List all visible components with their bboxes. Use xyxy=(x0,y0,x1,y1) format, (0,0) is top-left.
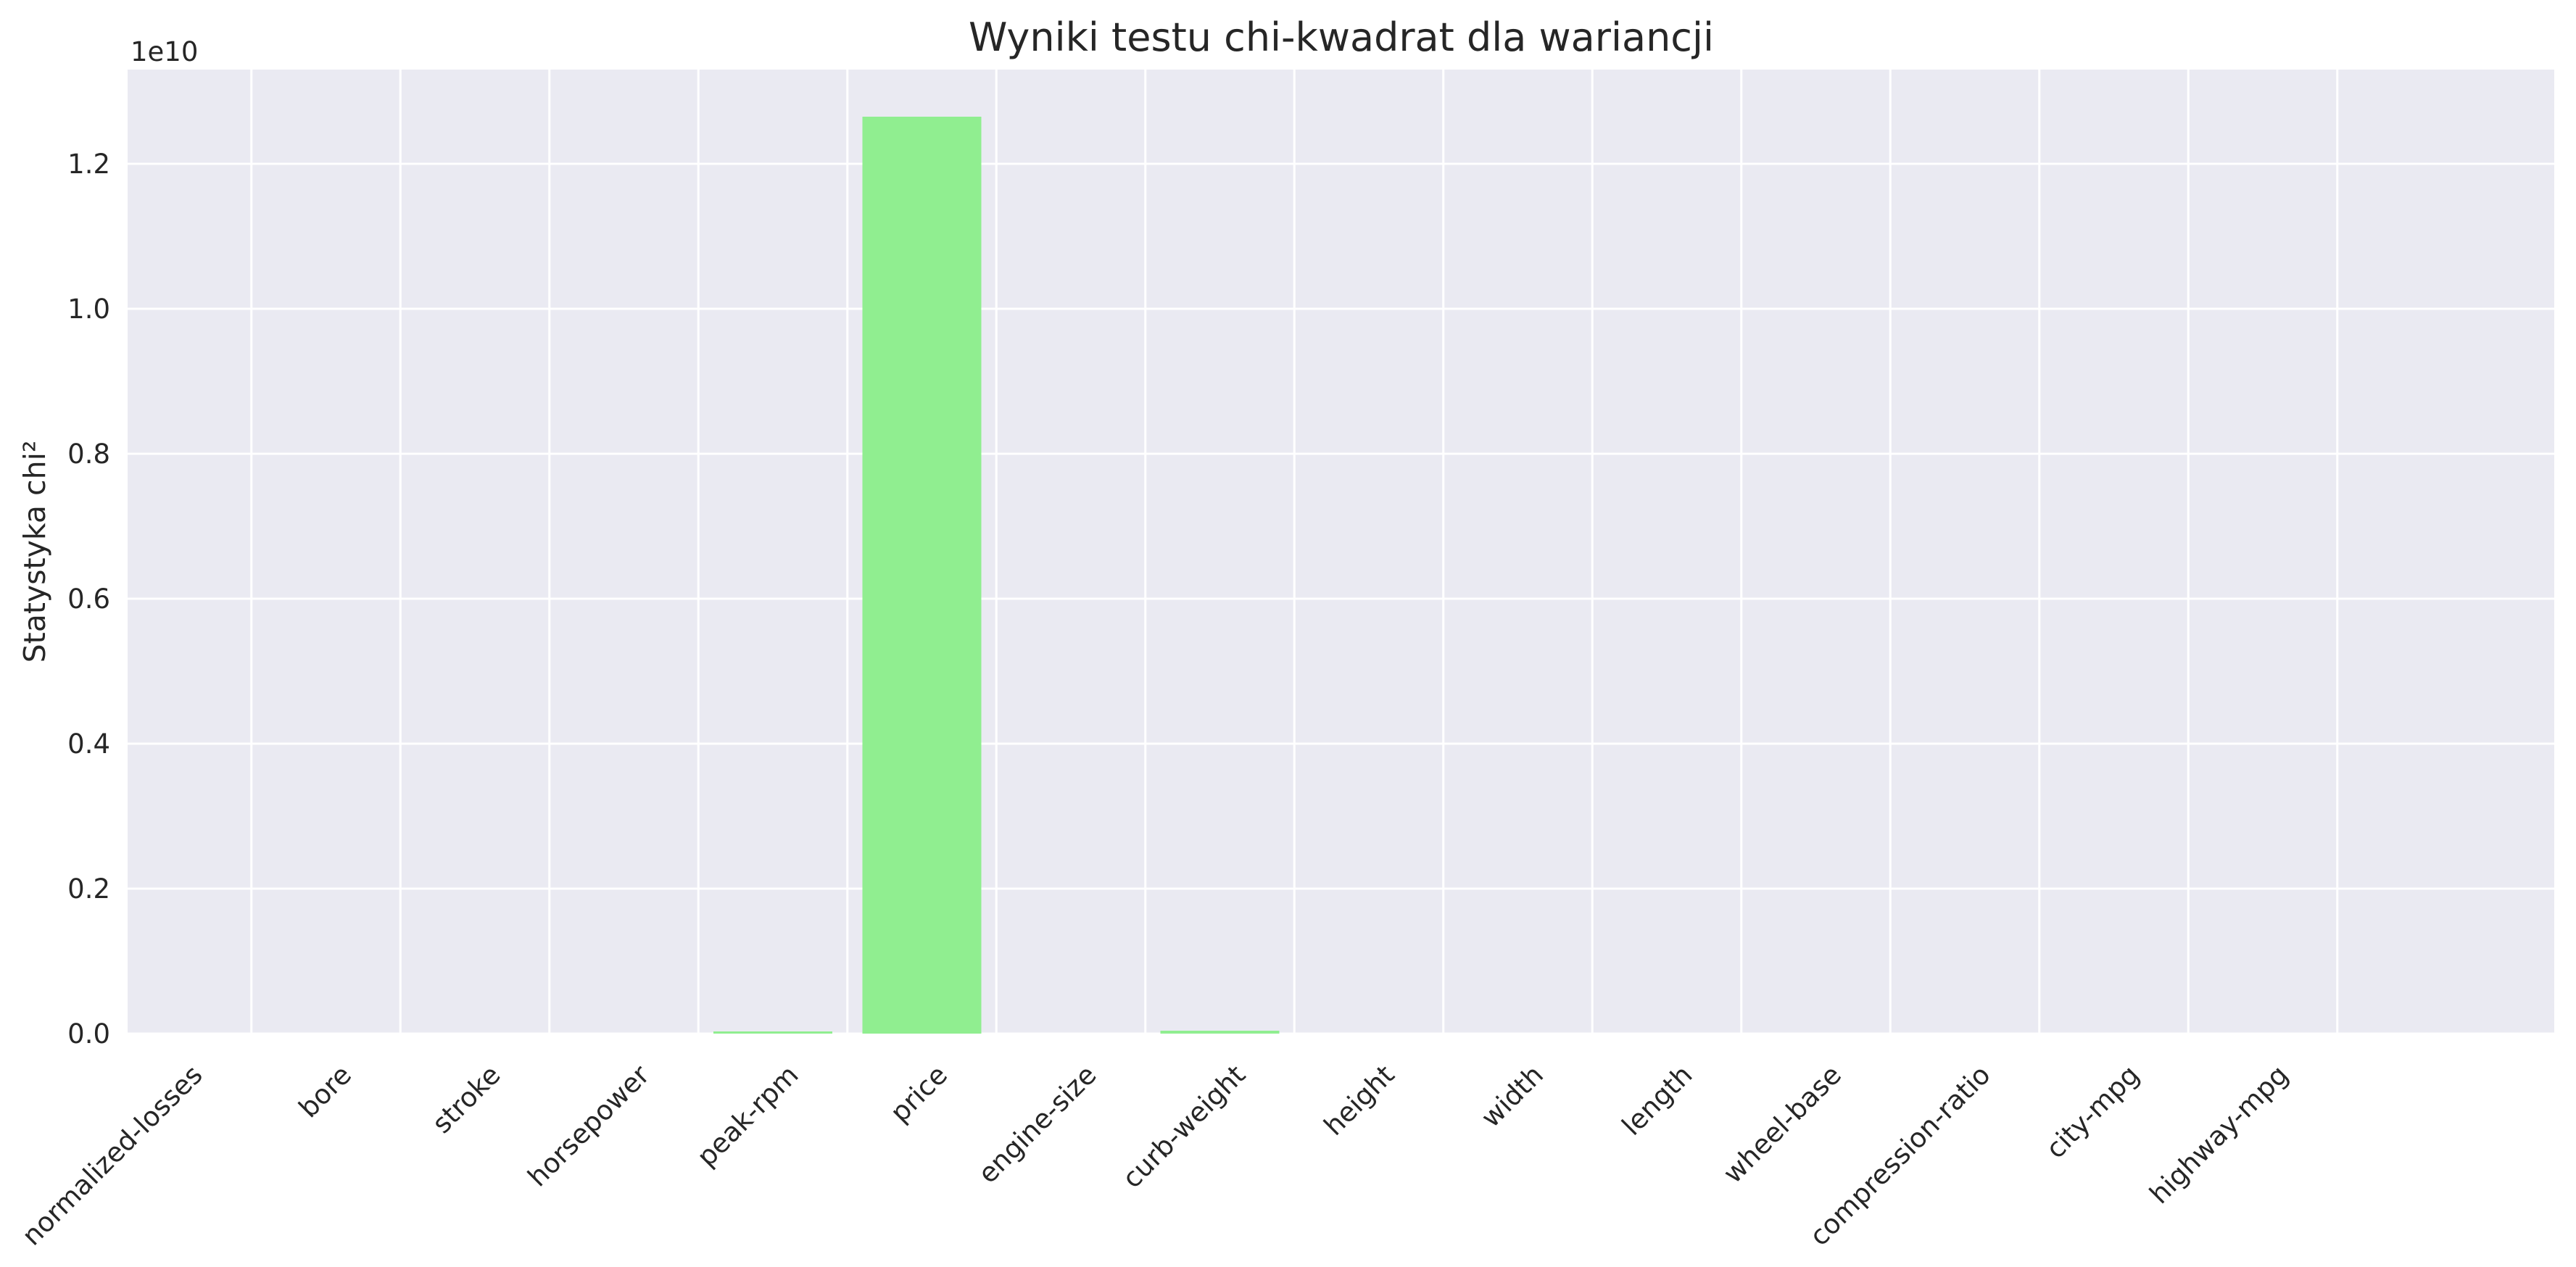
x-tick-label: bore xyxy=(293,1059,357,1123)
y-tick-label: 0.6 xyxy=(67,583,110,615)
x-tick-label: engine-size xyxy=(972,1059,1103,1189)
y-axis-offset-label: 1e10 xyxy=(131,36,198,67)
y-axis-label: Statystyka chi² xyxy=(17,441,52,663)
x-tick-label: height xyxy=(1318,1059,1401,1142)
x-tick-label: city-mpg xyxy=(2040,1059,2145,1164)
plot-area xyxy=(128,70,2554,1034)
x-tick-label: length xyxy=(1616,1059,1699,1142)
chart-title: Wyniki testu chi-kwadrat dla wariancji xyxy=(969,14,1714,60)
x-tick-label: price xyxy=(885,1059,954,1129)
y-tick-label: 0.2 xyxy=(67,873,110,905)
bar-curb-weight xyxy=(1160,1031,1280,1034)
x-tick-label: width xyxy=(1475,1059,1550,1134)
bar-price xyxy=(862,117,982,1034)
x-axis-ticks: normalized-losses bore stroke horsepower pea… xyxy=(16,1059,2294,1253)
y-tick-label: 1.2 xyxy=(67,149,110,180)
bars xyxy=(713,117,1280,1034)
y-tick-label: 0.4 xyxy=(67,728,110,760)
y-tick-label: 0.0 xyxy=(67,1018,110,1050)
x-tick-label: highway-mpg xyxy=(2144,1059,2295,1210)
x-tick-label: wheel-base xyxy=(1717,1059,1847,1189)
y-axis-ticks: 0.0 0.2 0.4 0.6 0.8 1.0 1.2 xyxy=(67,149,110,1050)
x-tick-label: normalized-losses xyxy=(16,1059,208,1251)
bar-peak-rpm xyxy=(713,1031,832,1034)
x-tick-label: horsepower xyxy=(522,1059,656,1193)
y-tick-label: 0.8 xyxy=(67,439,110,470)
grid-lines xyxy=(128,70,2554,1035)
x-tick-label: peak-rpm xyxy=(691,1059,805,1173)
x-tick-label: stroke xyxy=(426,1059,507,1139)
y-tick-label: 1.0 xyxy=(67,294,110,325)
x-tick-label: curb-weight xyxy=(1117,1059,1251,1194)
